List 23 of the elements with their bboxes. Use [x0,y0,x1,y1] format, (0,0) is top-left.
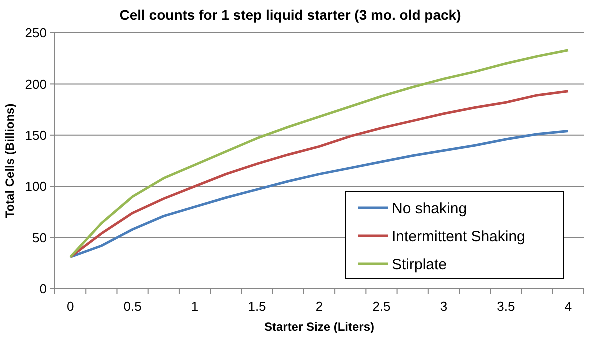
x-tick-label: 0 [66,299,74,314]
x-tick-label: 3 [440,299,448,314]
legend-label: Stirplate [392,256,448,274]
x-tick-label: 2 [316,299,324,314]
x-tick-label: 1.5 [248,299,266,314]
x-tick-label: 4 [564,299,572,314]
x-tick-label: 1 [191,299,199,314]
line-series [69,49,570,259]
y-axis-title: Total Cells (Billions) [3,104,17,218]
line-series [69,130,570,259]
x-tick-label: 3.5 [497,299,516,314]
legend-label: No shaking [392,200,468,218]
y-tick-label: 0 [40,282,47,297]
y-tick-label: 150 [25,128,47,143]
chart-title: Cell counts for 1 step liquid starter (3 mo. old pack) [120,7,462,23]
y-tick-label: 200 [25,76,47,92]
y-tick-label: 250 [25,26,47,41]
x-tick-label: 2.5 [372,299,391,314]
legend-label: Intermittent Shaking [392,228,526,246]
x-tick-label: 0.5 [124,299,142,314]
y-tick-label: 50 [32,230,47,246]
x-axis-title: Starter Size (Liters) [264,320,375,334]
y-tick-label: 100 [25,179,47,194]
